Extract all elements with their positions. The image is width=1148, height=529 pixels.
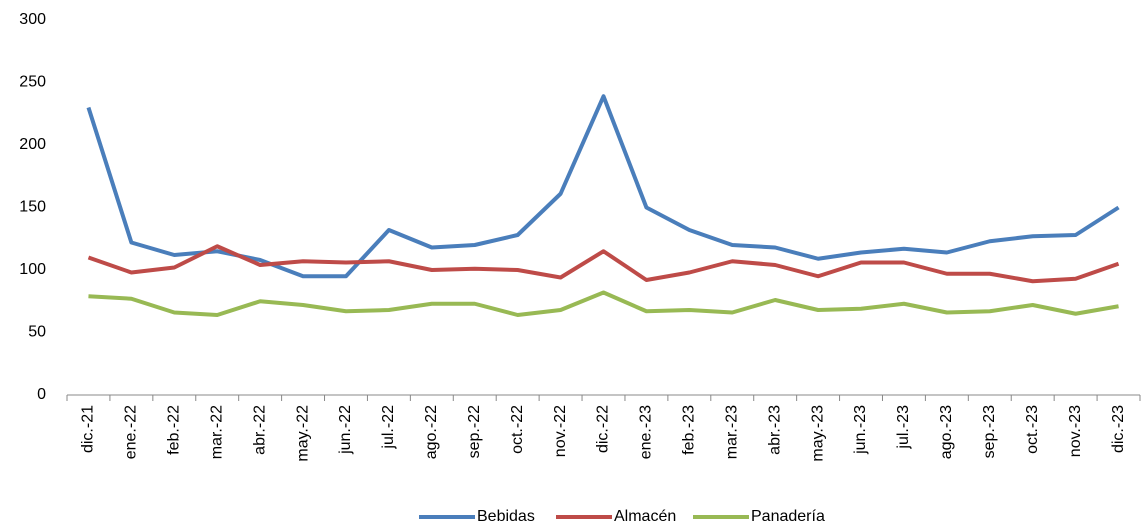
y-tick-label: 300 — [19, 11, 46, 28]
x-tick-label: ene.-22 — [123, 405, 140, 459]
x-tick-label: feb.-23 — [681, 405, 698, 455]
x-tick-label: ago.-23 — [938, 405, 955, 459]
x-tick-label: nov.-22 — [552, 405, 569, 457]
y-tick-label: 250 — [19, 74, 46, 91]
x-tick-label: mar.-22 — [208, 405, 225, 459]
series-line — [86, 94, 1120, 279]
x-tick-label: jun.-23 — [852, 405, 869, 455]
x-tick-label: jul.-22 — [380, 405, 397, 450]
x-tick-label: sep.-22 — [466, 405, 483, 458]
y-tick-label: 100 — [19, 261, 46, 278]
x-tick-label: jun.-22 — [337, 405, 354, 455]
y-tick-label: 200 — [19, 136, 46, 153]
x-tick-label: nov.-23 — [1067, 405, 1084, 457]
x-tick-label: feb.-22 — [166, 405, 183, 455]
x-tick-label: may.-23 — [809, 405, 826, 462]
x-tick-label: ago.-22 — [423, 405, 440, 459]
legend-label: Almacén — [614, 508, 676, 525]
legend-label: Panadería — [751, 508, 825, 525]
y-tick-label: 150 — [19, 199, 46, 216]
y-tick-label: 50 — [28, 324, 46, 341]
x-tick-label: dic.-23 — [1110, 405, 1127, 453]
x-tick-label: abr.-23 — [766, 405, 783, 455]
x-tick-label: dic.-21 — [80, 405, 97, 453]
series-line — [88, 290, 1119, 317]
x-tick-label: ene.-23 — [638, 405, 655, 459]
series-line — [87, 244, 1120, 284]
y-tick-label: 0 — [37, 386, 46, 403]
x-tick-label: oct.-22 — [509, 405, 526, 454]
x-tick-label: sep.-23 — [981, 405, 998, 458]
x-tick-label: jul.-23 — [895, 405, 912, 450]
x-tick-label: oct.-23 — [1024, 405, 1041, 454]
x-tick-label: abr.-22 — [251, 405, 268, 455]
x-tick-label: dic.-22 — [595, 405, 612, 453]
x-tick-label: mar.-23 — [723, 405, 740, 459]
legend-label: Bebidas — [477, 508, 535, 525]
x-tick-label: may.-22 — [294, 405, 311, 462]
